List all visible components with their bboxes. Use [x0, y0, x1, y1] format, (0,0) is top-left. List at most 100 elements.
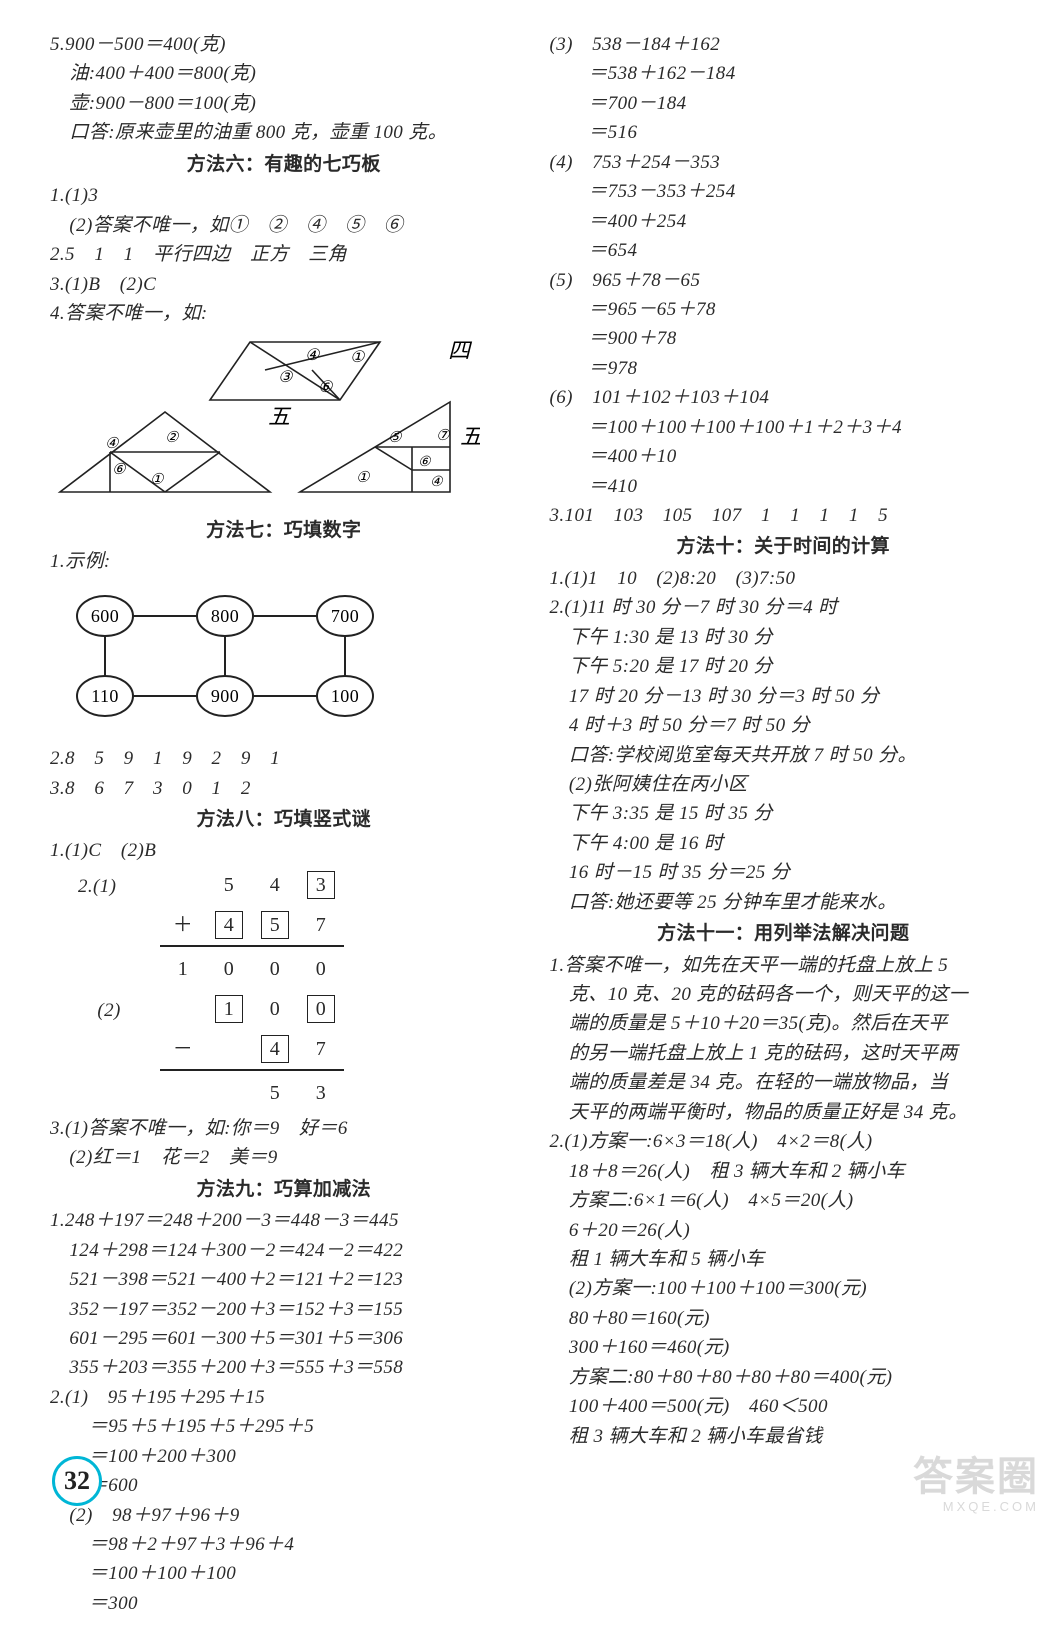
svg-text:⑥: ⑥ — [112, 462, 127, 478]
line: 80＋80＝160(元) — [550, 1304, 1018, 1333]
line: 口答:学校阅览室每天共开放 7 时 50 分。 — [550, 741, 1018, 770]
line: ＝98＋2＋97＋3＋96＋4 — [50, 1530, 518, 1559]
line: 2.5 1 1 平行四边 正方 三角 — [50, 240, 518, 269]
svg-text:100: 100 — [331, 686, 359, 706]
page-number-badge: 32 — [52, 1456, 102, 1506]
line: 601－295＝601－300＋5＝301＋5＝306 — [50, 1324, 518, 1353]
line: 1.(1)3 — [50, 181, 518, 210]
line: 1.示例: — [50, 547, 518, 576]
section-heading-6: 方法六：有趣的七巧板 — [50, 150, 518, 179]
line: 355＋203＝355＋200＋3＝555＋3＝558 — [50, 1353, 518, 1382]
line: 124＋298＝124＋300－2＝424－2＝422 — [50, 1236, 518, 1265]
line: ＝100＋200＋300 — [50, 1442, 518, 1471]
line: 租 3 辆大车和 2 辆小车最省钱 — [550, 1422, 1018, 1451]
section-heading-7: 方法七：巧填数字 — [50, 516, 518, 545]
svg-text:五: 五 — [268, 404, 292, 429]
line: 下午 3:35 是 15 时 35 分 — [550, 799, 1018, 828]
svg-text:五: 五 — [460, 424, 480, 449]
line: ＝900＋78 — [550, 324, 1018, 353]
left-column: 5.900－500＝400(克) 油:400＋400＝800(克) 壶:900－… — [50, 30, 518, 1618]
line: 下午 5:20 是 17 时 20 分 — [550, 652, 1018, 681]
line: (2)红＝1 花＝2 美＝9 — [50, 1143, 518, 1172]
line: (2)答案不唯一，如① ② ④ ⑤ ⑥ — [50, 211, 518, 240]
line: ＝654 — [550, 236, 1018, 265]
svg-text:900: 900 — [211, 686, 239, 706]
line: 2.(1) 95＋195＋295＋15 — [50, 1383, 518, 1412]
line: 壶:900－800＝100(克) — [50, 89, 518, 118]
line: ＝100＋100＋100＋100＋1＋2＋3＋4 — [550, 413, 1018, 442]
line: 18＋8＝26(人) 租 3 辆大车和 2 辆小车 — [550, 1157, 1018, 1186]
line: 口答:她还要等 25 分钟车里才能来水。 — [550, 888, 1018, 917]
tangram-diagram: ④ ① ③ ⑥ 四 ④ ② ⑥ ① 五 — [50, 332, 518, 511]
svg-text:600: 600 — [91, 606, 119, 626]
line: ＝100＋100＋100 — [50, 1559, 518, 1588]
line: 端的质量差是 34 克。在轻的一端放物品，当 — [550, 1068, 1018, 1097]
svg-text:⑥: ⑥ — [418, 455, 432, 470]
line: (4) 753＋254－353 — [550, 148, 1018, 177]
line: ＝700－184 — [550, 89, 1018, 118]
line: 2.(1)方案一:6×3＝18(人) 4×2＝8(人) — [550, 1127, 1018, 1156]
calc-1-label: 2.(1) 543 ＋457 1000 — [50, 866, 518, 990]
line: (2)方案一:100＋100＋100＝300(元) — [550, 1274, 1018, 1303]
line: ＝753－353＋254 — [550, 177, 1018, 206]
line: 1.答案不唯一，如先在天平一端的托盘上放上 5 — [550, 951, 1018, 980]
svg-text:800: 800 — [211, 606, 239, 626]
line: 4.答案不唯一，如: — [50, 299, 518, 328]
page-root: 5.900－500＝400(克) 油:400＋400＝800(克) 壶:900－… — [0, 0, 1057, 1638]
svg-text:⑥: ⑥ — [318, 379, 334, 396]
line: 油:400＋400＝800(克) — [50, 59, 518, 88]
line: ＝965－65＋78 — [550, 295, 1018, 324]
line: 2.8 5 9 1 9 2 9 1 — [50, 744, 518, 773]
line: ＝538＋162－184 — [550, 59, 1018, 88]
section-heading-8: 方法八：巧填竖式谜 — [50, 805, 518, 834]
line: (2) 98＋97＋96＋9 — [50, 1501, 518, 1530]
right-column: (3) 538－184＋162 ＝538＋162－184 ＝700－184 ＝5… — [550, 30, 1018, 1618]
line: 6＋20＝26(人) — [550, 1216, 1018, 1245]
line: ＝978 — [550, 354, 1018, 383]
line: 下午 1:30 是 13 时 30 分 — [550, 623, 1018, 652]
svg-text:⑤: ⑤ — [388, 430, 403, 446]
line: 3.(1)B (2)C — [50, 270, 518, 299]
number-graph-diagram: 600 800 700 110 900 100 — [50, 581, 518, 740]
page-number: 32 — [64, 1466, 90, 1496]
vertical-calc-2: 100 －47 53 — [160, 990, 344, 1114]
line: 16 时－15 时 35 分＝25 分 — [550, 858, 1018, 887]
line: 5.900－500＝400(克) — [50, 30, 518, 59]
svg-text:⑦: ⑦ — [436, 428, 451, 444]
line: ＝410 — [550, 472, 1018, 501]
line: 方案二:80＋80＋80＋80＋80＝400(元) — [550, 1363, 1018, 1392]
line: 2.(1)11 时 30 分－7 时 30 分＝4 时 — [550, 593, 1018, 622]
line: 300＋160＝460(元) — [550, 1333, 1018, 1362]
line: ＝95＋5＋195＋5＋295＋5 — [50, 1412, 518, 1441]
line: (3) 538－184＋162 — [550, 30, 1018, 59]
svg-text:①: ① — [356, 470, 371, 486]
line: 租 1 辆大车和 5 辆小车 — [550, 1245, 1018, 1274]
line: ＝600 — [50, 1471, 518, 1500]
svg-text:110: 110 — [91, 686, 119, 706]
line: (6) 101＋102＋103＋104 — [550, 383, 1018, 412]
line: 1.(1)C (2)B — [50, 836, 518, 865]
line: (2)张阿姨住在丙小区 — [550, 770, 1018, 799]
section-heading-9: 方法九：巧算加减法 — [50, 1175, 518, 1204]
line: 1.248＋197＝248＋200－3＝448－3＝445 — [50, 1206, 518, 1235]
line: 下午 4:00 是 16 时 — [550, 829, 1018, 858]
svg-text:①: ① — [150, 472, 165, 488]
line: 口答:原来壶里的油重 800 克，壶重 100 克。 — [50, 118, 518, 147]
svg-text:③: ③ — [278, 369, 294, 386]
section-heading-11: 方法十一：用列举法解决问题 — [550, 919, 1018, 948]
line: ＝400＋254 — [550, 207, 1018, 236]
svg-text:④: ④ — [305, 347, 321, 364]
svg-text:④: ④ — [430, 475, 444, 490]
line: (5) 965＋78－65 — [550, 266, 1018, 295]
line: 100＋400＝500(元) 460＜500 — [550, 1392, 1018, 1421]
line: 方案二:6×1＝6(人) 4×5＝20(人) — [550, 1186, 1018, 1215]
line: 352－197＝352－200＋3＝152＋3＝155 — [50, 1295, 518, 1324]
line: 1.(1)1 10 (2)8:20 (3)7:50 — [550, 564, 1018, 593]
line: 的另一端托盘上放上 1 克的砝码，这时天平两 — [550, 1039, 1018, 1068]
line: 端的质量是 5＋10＋20＝35(克)。然后在天平 — [550, 1009, 1018, 1038]
section-heading-10: 方法十：关于时间的计算 — [550, 532, 1018, 561]
svg-text:四: 四 — [448, 338, 473, 363]
line: 3.(1)答案不唯一，如:你＝9 好＝6 — [50, 1114, 518, 1143]
svg-text:①: ① — [350, 349, 366, 366]
calc-2-label: (2) 100 －47 53 — [50, 990, 518, 1114]
